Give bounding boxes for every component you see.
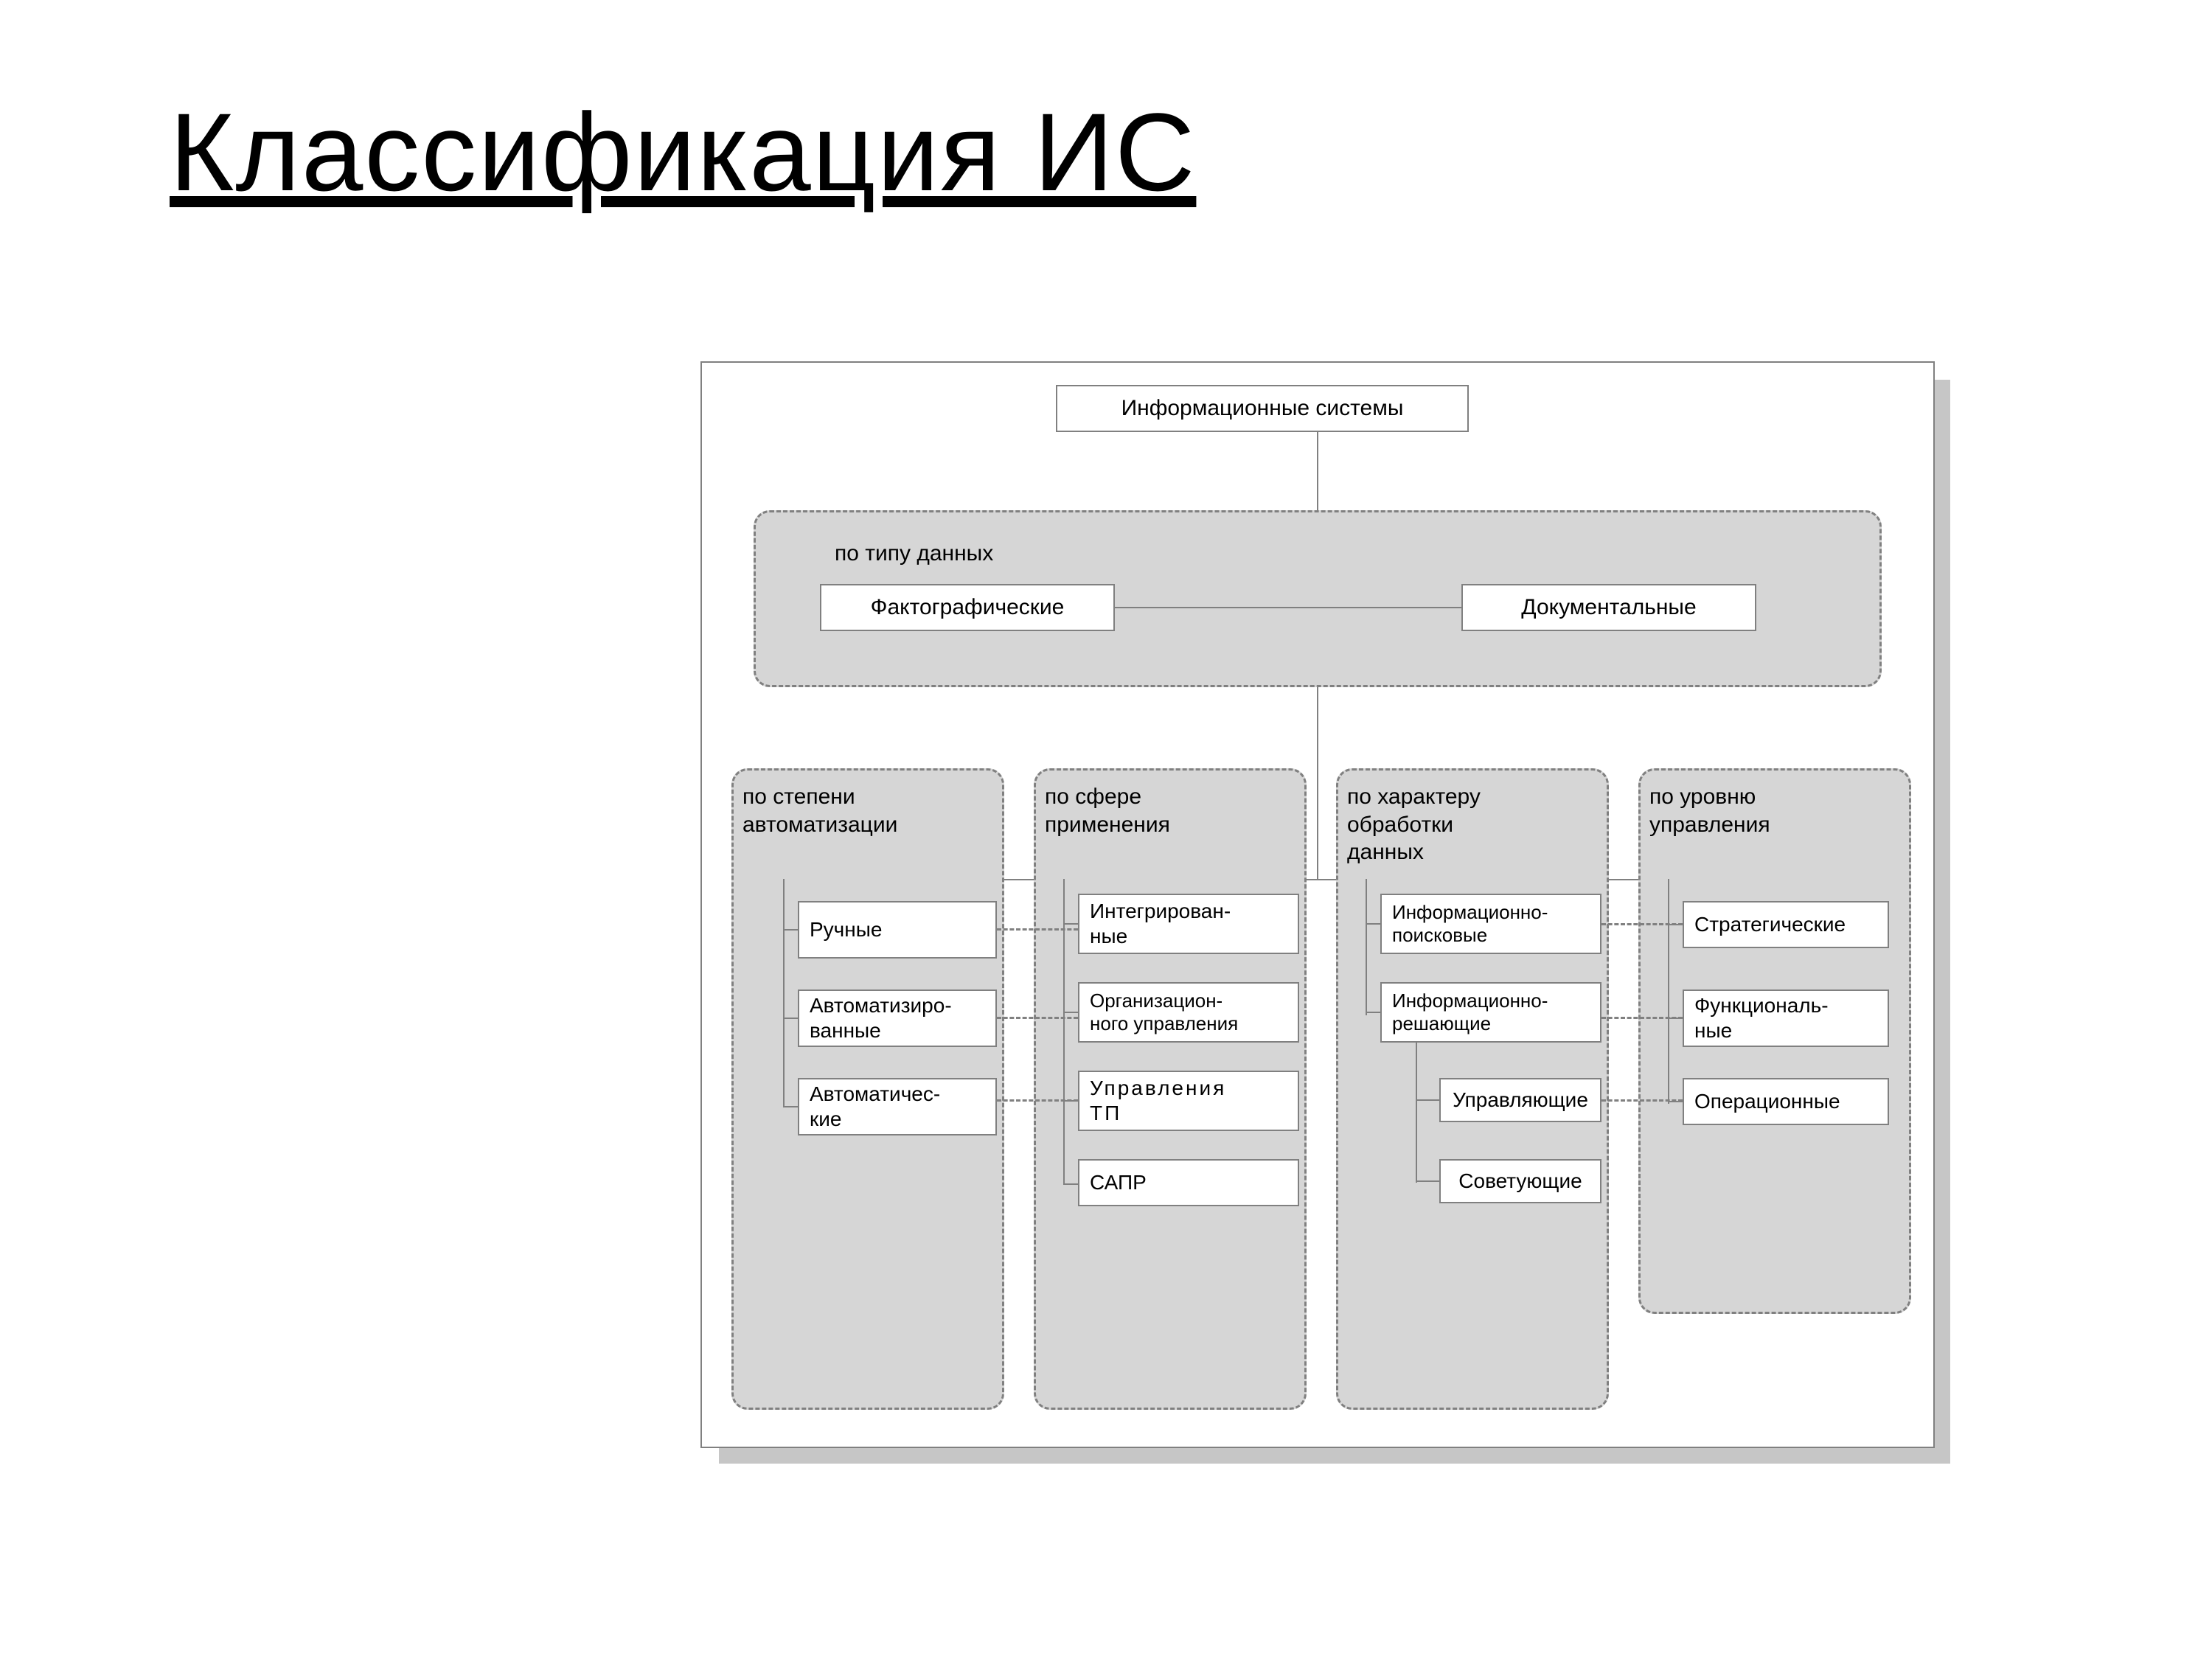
connector-top-h [1115, 607, 1461, 608]
col2-item-3-label: САПР [1090, 1170, 1147, 1195]
node-documental-label: Документальные [1521, 595, 1696, 620]
node-root-label: Информационные системы [1121, 396, 1404, 421]
dash-c1c2-r0 [997, 928, 1078, 931]
col1-item-2: Автоматичес-кие [798, 1078, 997, 1135]
group-col-2-label-1: применения [1045, 813, 1170, 837]
col1-item-1-label: Автоматизиро-ванные [810, 993, 952, 1043]
col3-spine [1366, 879, 1367, 1015]
node-root: Информационные системы [1056, 385, 1469, 432]
col4-item-1-label: Функциональ-ные [1694, 993, 1829, 1043]
col2-item-1: Организацион-ного управления [1078, 982, 1299, 1043]
group-col-4-label: по уровню управления [1649, 783, 1770, 838]
col3-sub-1: Советующие [1439, 1159, 1601, 1203]
col2-item-0: Интегрирован-ные [1078, 894, 1299, 954]
col1-spine [783, 879, 785, 1107]
col4-item-2: Операционные [1683, 1078, 1889, 1125]
group-col-2-label: по сфере применения [1045, 783, 1170, 838]
dash-c1c2-r2 [997, 1099, 1078, 1102]
group-col-3-label-1: обработки [1347, 813, 1453, 837]
col2-h3 [1063, 1183, 1078, 1185]
col1-item-2-label: Автоматичес-кие [810, 1082, 940, 1131]
group-col-4-label-1: управления [1649, 813, 1770, 837]
col3-sub-0-label: Управляющие [1453, 1088, 1588, 1113]
group-col-2-label-0: по сфере [1045, 785, 1141, 809]
col1-h0 [783, 929, 798, 931]
group-col-1-label: по степени автоматизации [742, 783, 897, 838]
col2-h1 [1063, 1012, 1078, 1013]
col2-spine [1063, 879, 1065, 1185]
group-col-3-label-0: по характеру [1347, 785, 1481, 809]
dash-c3c4-r0 [1601, 923, 1683, 925]
col2-item-1-label: Организацион-ного управления [1090, 990, 1238, 1035]
col2-item-2-label: УправленияТП [1090, 1076, 1226, 1125]
col3-sub-1-label: Советующие [1458, 1169, 1582, 1194]
group-col-1-label-0: по степени [742, 785, 855, 809]
col3-item-0: Информационно-поисковые [1380, 894, 1601, 954]
col4-item-0-label: Стратегические [1694, 912, 1846, 937]
col1-h1 [783, 1018, 798, 1019]
col3-item-1-label: Информационно-решающие [1392, 990, 1548, 1035]
col3-h0 [1366, 923, 1380, 925]
col1-item-1: Автоматизиро-ванные [798, 990, 997, 1047]
col3-item-1: Информационно-решающие [1380, 982, 1601, 1043]
node-factographic-label: Фактографические [871, 595, 1065, 620]
page-title: Классификация ИС [170, 88, 1196, 216]
col4-item-1: Функциональ-ные [1683, 990, 1889, 1047]
col3-item-0-label: Информационно-поисковые [1392, 901, 1548, 947]
col1-item-0-label: Ручные [810, 917, 882, 942]
col3-sub-h1 [1416, 1180, 1439, 1182]
group-col-3-label: по характеру обработки данных [1347, 783, 1481, 866]
col4-item-2-label: Операционные [1694, 1089, 1840, 1114]
group-by-data-type-label: по типу данных [835, 540, 993, 568]
group-col-1-label-1: автоматизации [742, 813, 897, 837]
col3-sub-spine [1416, 1043, 1417, 1183]
dash-c3c4-r2 [1601, 1099, 1683, 1102]
col3-sub-0: Управляющие [1439, 1078, 1601, 1122]
col3-sub-h0 [1416, 1099, 1439, 1101]
node-documental: Документальные [1461, 584, 1756, 631]
col2-item-3: САПР [1078, 1159, 1299, 1206]
col2-item-0-label: Интегрирован-ные [1090, 899, 1231, 948]
group-col-4-label-0: по уровню [1649, 785, 1756, 809]
col3-h1 [1366, 1012, 1380, 1013]
dash-c3c4-r1 [1601, 1017, 1683, 1019]
dash-c1c2-r1 [997, 1017, 1078, 1019]
col1-item-0: Ручные [798, 901, 997, 959]
node-factographic: Фактографические [820, 584, 1115, 631]
col2-item-2: УправленияТП [1078, 1071, 1299, 1131]
diagram-frame: Информационные системы по типу данных Фа… [700, 361, 1935, 1448]
col1-h2 [783, 1106, 798, 1107]
col4-item-0: Стратегические [1683, 901, 1889, 948]
col4-spine [1668, 879, 1669, 1104]
group-col-3-label-2: данных [1347, 840, 1424, 864]
col2-h0 [1063, 923, 1078, 925]
